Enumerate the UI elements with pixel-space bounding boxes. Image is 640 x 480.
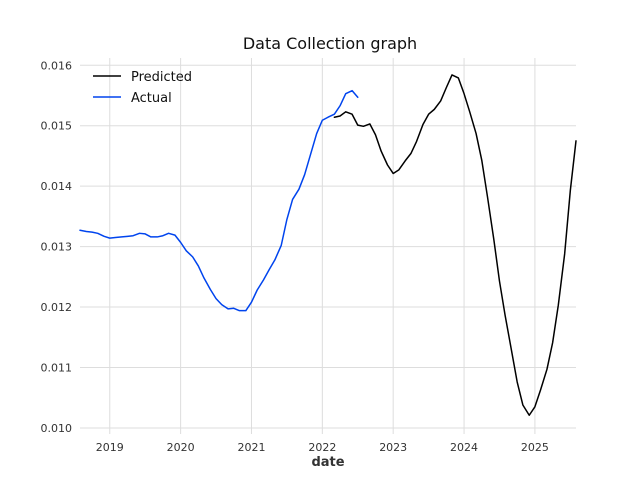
x-tick-label: 2024 <box>450 441 478 454</box>
x-axis-label: date <box>311 455 344 470</box>
series-line-predicted <box>333 74 577 417</box>
grid <box>80 58 576 434</box>
series-line-actual <box>79 89 359 312</box>
legend: Predicted Actual <box>93 70 192 106</box>
y-tick-label: 0.016 <box>41 59 73 72</box>
y-tick-label: 0.010 <box>41 422 73 435</box>
x-tick-label: 2020 <box>167 441 195 454</box>
chart-title: Data Collection graph <box>243 34 417 53</box>
y-axis: 0.010 0.011 0.012 0.013 0.014 0.015 0.016 <box>41 59 73 435</box>
x-axis: 2019 2020 2021 2022 2023 2024 2025 <box>96 441 549 454</box>
x-tick-label: 2025 <box>521 441 549 454</box>
x-tick-label: 2022 <box>308 441 336 454</box>
y-tick-label: 0.015 <box>41 120 73 133</box>
y-tick-label: 0.011 <box>41 362 73 375</box>
x-tick-label: 2023 <box>379 441 407 454</box>
legend-label-actual: Actual <box>131 91 172 106</box>
y-tick-label: 0.012 <box>41 301 73 314</box>
y-tick-label: 0.013 <box>41 241 73 254</box>
y-tick-label: 0.014 <box>41 180 73 193</box>
x-tick-label: 2019 <box>96 441 124 454</box>
legend-label-predicted: Predicted <box>131 70 192 85</box>
plot-area <box>79 74 577 417</box>
x-tick-label: 2021 <box>237 441 265 454</box>
